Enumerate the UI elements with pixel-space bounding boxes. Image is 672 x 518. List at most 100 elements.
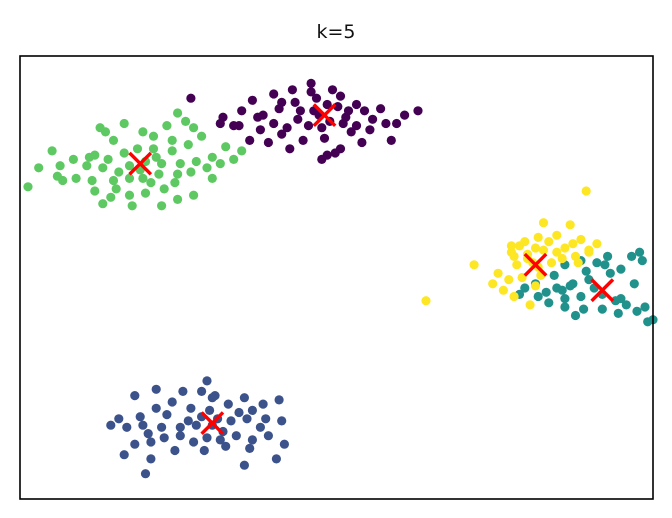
data-point xyxy=(290,97,300,107)
data-point xyxy=(189,190,199,200)
data-point xyxy=(34,163,44,173)
cluster-2-points xyxy=(514,247,658,327)
data-point xyxy=(210,391,220,401)
data-point xyxy=(186,403,196,413)
data-point xyxy=(581,186,591,196)
data-point xyxy=(261,414,271,424)
data-point xyxy=(205,405,215,415)
data-point xyxy=(277,416,287,426)
data-point xyxy=(579,304,589,314)
points-layer xyxy=(23,78,658,479)
data-point xyxy=(114,414,124,424)
data-point xyxy=(124,173,135,183)
centroids-layer xyxy=(128,103,615,436)
data-point xyxy=(143,429,153,439)
data-point xyxy=(392,118,402,129)
data-point xyxy=(506,247,516,257)
data-point xyxy=(274,395,284,405)
centroid-marker xyxy=(200,411,225,436)
data-point xyxy=(322,99,332,110)
centroid-marker xyxy=(590,278,615,303)
data-point xyxy=(90,150,100,160)
data-point xyxy=(269,89,279,99)
data-point xyxy=(584,275,594,285)
centroid-marker xyxy=(523,252,548,277)
data-point xyxy=(581,266,591,276)
data-point xyxy=(605,268,615,278)
data-point xyxy=(215,435,225,445)
data-point xyxy=(221,142,231,152)
data-point xyxy=(157,159,167,169)
data-point xyxy=(237,146,247,156)
data-point xyxy=(635,247,645,257)
cluster-0-points xyxy=(186,78,423,164)
data-point xyxy=(600,260,610,270)
data-point xyxy=(413,106,423,116)
data-point xyxy=(167,397,177,407)
data-point xyxy=(546,258,557,268)
data-point xyxy=(557,253,567,264)
data-point xyxy=(584,247,594,257)
data-point xyxy=(226,416,236,426)
data-point xyxy=(82,161,92,171)
data-point xyxy=(298,135,308,145)
plot-frame xyxy=(19,55,654,500)
data-point xyxy=(544,237,554,247)
data-point xyxy=(237,106,247,116)
data-point xyxy=(95,123,105,133)
data-point xyxy=(154,169,164,179)
data-point xyxy=(400,110,410,120)
data-point xyxy=(202,376,212,386)
data-point xyxy=(277,97,287,107)
data-point xyxy=(255,125,265,135)
data-point xyxy=(167,146,177,156)
data-point xyxy=(151,384,161,394)
centroid-marker xyxy=(312,103,337,128)
data-point xyxy=(189,123,199,133)
data-point xyxy=(498,285,508,295)
data-point xyxy=(234,407,244,418)
data-point xyxy=(242,414,252,424)
data-point xyxy=(560,302,570,312)
data-point xyxy=(616,264,626,274)
data-point xyxy=(520,283,530,293)
data-point xyxy=(215,159,225,169)
data-point xyxy=(170,445,180,456)
data-point xyxy=(135,412,145,422)
data-point xyxy=(247,95,257,105)
data-point xyxy=(504,275,514,285)
data-point xyxy=(189,437,199,447)
data-point xyxy=(351,99,362,110)
data-point xyxy=(552,247,562,257)
data-point xyxy=(183,416,193,426)
data-point xyxy=(186,167,196,177)
data-point xyxy=(157,201,167,211)
data-point xyxy=(197,386,207,396)
data-point xyxy=(627,251,637,261)
data-point xyxy=(576,291,586,302)
data-point xyxy=(122,422,132,432)
data-point xyxy=(247,435,257,445)
data-point xyxy=(285,144,295,154)
data-point xyxy=(279,439,289,449)
data-point xyxy=(239,393,249,403)
data-point xyxy=(258,399,268,409)
data-point xyxy=(138,127,148,137)
data-point xyxy=(140,188,151,198)
data-point xyxy=(560,243,570,253)
data-point xyxy=(517,272,527,283)
data-point xyxy=(386,135,396,145)
data-point xyxy=(148,131,159,141)
data-point xyxy=(130,439,140,449)
data-point xyxy=(245,135,255,145)
data-point xyxy=(87,175,97,186)
data-point xyxy=(573,258,583,268)
data-point xyxy=(509,291,519,302)
data-point xyxy=(343,106,354,116)
data-point xyxy=(488,279,498,289)
data-point xyxy=(330,148,340,158)
data-point xyxy=(269,118,279,129)
data-point xyxy=(159,184,169,194)
data-point xyxy=(127,201,137,211)
data-point xyxy=(114,167,124,177)
